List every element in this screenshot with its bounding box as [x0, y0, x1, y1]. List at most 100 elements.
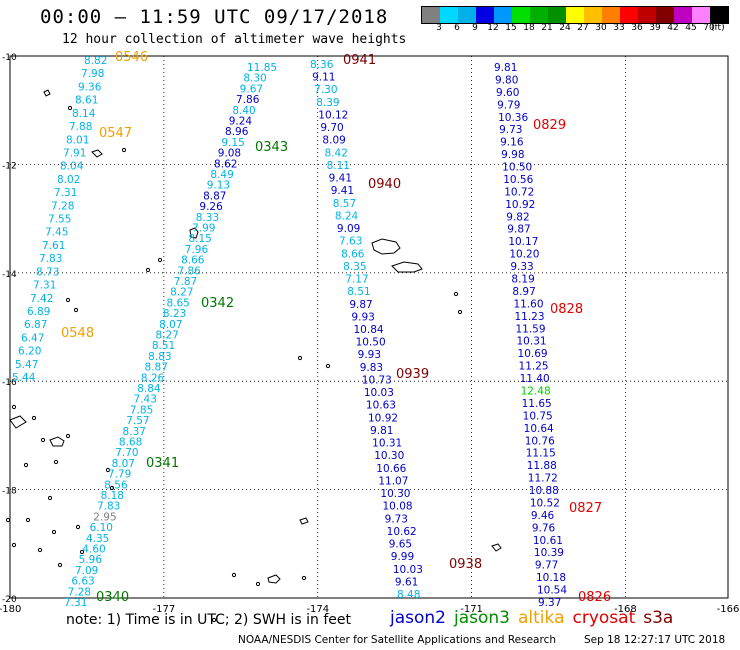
color-swatch: [674, 7, 692, 23]
color-scale-label: (ft): [711, 23, 725, 33]
map-subtitle: 12 hour collection of altimeter wave hei…: [62, 32, 407, 47]
axis-tick-labels: -180 -177 -174 -171 -168 -166 -10 -12 -14 -16 -18 -…: [0, 53, 739, 615]
color-swatch: [710, 7, 728, 23]
islet: [121, 147, 127, 153]
wave-height-value: 8.18: [101, 490, 124, 502]
color-swatch: [620, 7, 638, 23]
wave-height-value: 8.73: [36, 266, 59, 278]
color-swatch: [440, 7, 458, 23]
wave-height-value: 10.31: [372, 438, 402, 450]
wave-height-value: 9.67: [240, 83, 263, 95]
wave-height-value: 10.50: [502, 162, 532, 174]
wave-height-value: 8.01: [66, 134, 89, 146]
wave-height-value: 7.86: [236, 94, 260, 106]
wave-height-value: 7.83: [39, 253, 62, 265]
wave-height-value: 7.57: [126, 415, 149, 427]
wave-height-value: 8.19: [511, 274, 534, 286]
wave-height-value: 11.25: [519, 361, 549, 373]
wave-height-value: 7.79: [108, 469, 131, 481]
wave-height-value: 7.31: [33, 280, 56, 292]
wave-height-value: 9.60: [496, 87, 519, 99]
wave-height-value: 8.11: [327, 160, 350, 172]
island-outline: [491, 543, 502, 552]
wave-height-value: 2.95: [93, 511, 116, 523]
wave-height-value: 11.65: [522, 398, 552, 410]
wave-height-value: 7.30: [314, 84, 337, 96]
islet: [65, 297, 71, 303]
latitude-tick-label: -16: [2, 378, 17, 388]
islet: [31, 415, 37, 421]
islet: [23, 462, 29, 468]
wave-height-value: 11.07: [378, 475, 408, 487]
wave-height-value: 9.82: [506, 211, 529, 223]
wave-height-value: 10.20: [509, 249, 539, 261]
map-title: 00:00 – 11:59 UTC 09/17/2018: [40, 6, 389, 28]
islet: [5, 517, 11, 523]
longitude-tick-label: -180: [0, 604, 21, 615]
wave-height-value: 4.35: [86, 533, 109, 545]
wave-height-value: 10.36: [498, 112, 528, 124]
wave-height-value: 9.79: [497, 99, 520, 111]
latitude-tick-label: -14: [2, 270, 17, 280]
wave-height-value: 10.61: [533, 535, 563, 547]
island-outline: [49, 436, 65, 447]
wave-height-value: 7.55: [48, 214, 71, 226]
island-outline: [299, 517, 309, 525]
pass-time-label: 0548: [61, 326, 94, 341]
color-swatch: [530, 7, 548, 23]
altimeter-tracks: 8.827.989.36 8.618.147.888.017.91 8.048.02…: [12, 50, 611, 609]
wave-height-value: 9.16: [500, 137, 524, 149]
wave-height-value: 8.68: [119, 437, 142, 449]
wave-height-value: 9.77: [535, 560, 558, 572]
wave-height-value: 11.23: [514, 311, 544, 323]
wave-height-value: 8.57: [333, 198, 356, 210]
wave-height-value: 9.98: [501, 149, 524, 161]
legend-item: altika: [518, 608, 565, 628]
wave-height-value: 9.33: [510, 261, 533, 273]
pass-time-label: 0939: [396, 367, 429, 382]
color-swatch: [602, 7, 620, 23]
wave-height-value: 11.60: [513, 298, 543, 310]
pass-time-label: 0341: [146, 456, 179, 471]
color-scale-label: 15: [505, 23, 517, 33]
color-scale-label: 6: [454, 23, 460, 33]
color-scale-label: 12: [487, 23, 499, 33]
footnote: note: 1) Time is in UTC; 2) SWH is in fe…: [66, 612, 352, 628]
islet: [51, 529, 57, 535]
wave-height-value: 10.62: [387, 526, 417, 538]
wave-height-value: 8.23: [163, 308, 186, 320]
wave-height-value: 10.66: [376, 463, 406, 475]
latitude-tick-label: -10: [2, 53, 17, 63]
track-track1: 8.827.989.36 8.618.147.888.017.91 8.048.02…: [12, 50, 148, 384]
wave-height-value: 8.97: [512, 286, 535, 298]
longitude-tick-label: -168: [614, 604, 637, 615]
wave-height-value: 10.69: [518, 348, 548, 360]
wave-height-value: 9.08: [218, 148, 241, 160]
wave-height-value: 7.31: [64, 597, 87, 609]
wave-height-value: 11.72: [528, 473, 558, 485]
wave-height-value: 11.88: [527, 460, 557, 472]
wave-height-value: 9.41: [331, 185, 354, 197]
wave-height-value: 8.66: [181, 255, 205, 267]
wave-height-value: 10.17: [508, 236, 538, 248]
wave-height-value: 8.04: [60, 161, 84, 173]
wave-height-value: 7.98: [81, 68, 104, 80]
wave-height-value: 8.27: [156, 330, 179, 342]
color-swatch: [422, 7, 440, 23]
wave-height-value: 6.10: [90, 522, 113, 534]
wave-height-value: 9.15: [221, 137, 244, 149]
wave-height-value: 10.92: [505, 199, 535, 211]
wave-height-value: 8.35: [343, 261, 366, 273]
pass-time-label: 0342: [201, 296, 234, 311]
wave-height-value: 8.26: [141, 372, 165, 384]
island-outline: [91, 149, 103, 158]
pass-time-label: 0828: [550, 302, 583, 317]
islet: [211, 617, 217, 623]
island-outline: [189, 227, 199, 239]
pass-time-label: 0829: [533, 118, 566, 133]
legend-item: jason2: [390, 608, 446, 628]
wave-height-value: 8.02: [57, 174, 80, 186]
islet: [47, 495, 53, 501]
wave-height-value: 10.76: [525, 435, 555, 447]
wave-height-value: 10.08: [383, 501, 413, 513]
